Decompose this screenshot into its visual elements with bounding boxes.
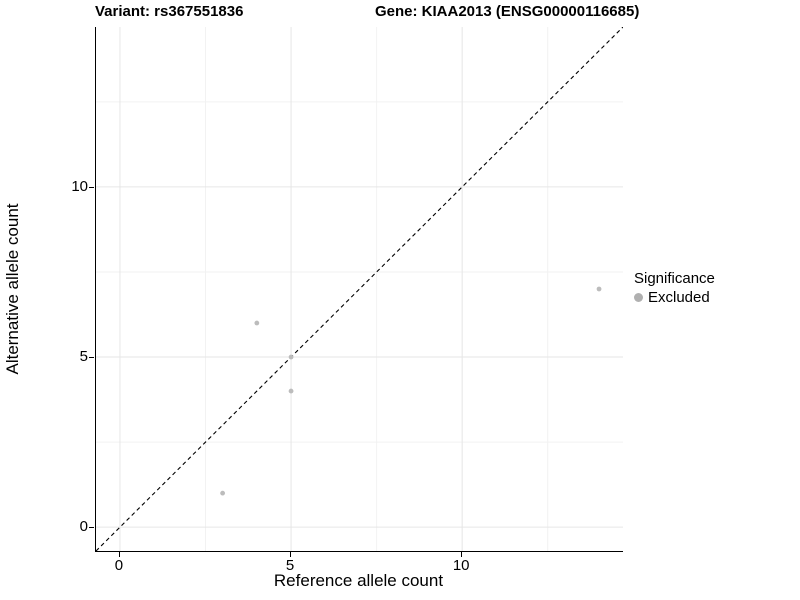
y-tick-label: 10 (71, 177, 88, 195)
legend: Significance Excluded (634, 270, 715, 306)
legend-title: Significance (634, 270, 715, 287)
x-tick-mark (290, 552, 292, 557)
gene-title: Gene: KIAA2013 (ENSG00000116685) (375, 3, 640, 20)
data-point (254, 320, 260, 326)
identity-line (96, 27, 623, 551)
x-tick-label: 5 (285, 557, 295, 574)
y-tick-mark (89, 527, 94, 529)
x-axis-label: Reference allele count (273, 571, 444, 590)
plot-canvas (96, 27, 623, 551)
variant-title: Variant: rs367551836 (95, 3, 244, 20)
plot-panel (95, 27, 623, 552)
y-tick-label: 0 (79, 518, 88, 536)
y-tick-mark (89, 357, 94, 359)
data-point (596, 286, 602, 292)
excluded-point-icon (634, 293, 643, 302)
y-tick-label: 5 (79, 348, 88, 366)
x-tick-label: 0 (114, 557, 124, 574)
x-tick-mark (461, 552, 463, 557)
x-tick-mark (118, 552, 120, 557)
legend-item-excluded: Excluded (634, 289, 715, 306)
legend-item-label: Excluded (648, 289, 710, 306)
data-point (288, 354, 294, 360)
data-point (288, 388, 294, 394)
y-tick-mark (89, 186, 94, 188)
x-tick-label: 10 (452, 557, 470, 574)
data-point (220, 490, 226, 496)
